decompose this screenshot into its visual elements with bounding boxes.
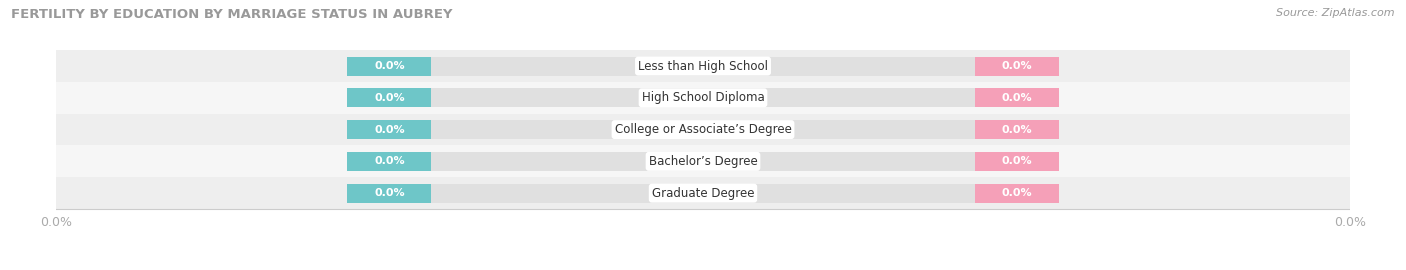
Bar — [347, 184, 432, 203]
Bar — [347, 88, 1059, 107]
Text: Less than High School: Less than High School — [638, 60, 768, 73]
Text: 0.0%: 0.0% — [374, 124, 405, 135]
Text: 0.0%: 0.0% — [374, 188, 405, 198]
Bar — [56, 114, 1350, 146]
Bar — [974, 120, 1059, 139]
Text: 0.0%: 0.0% — [374, 156, 405, 166]
Bar — [56, 50, 1350, 82]
Bar — [347, 56, 1059, 76]
Text: Bachelor’s Degree: Bachelor’s Degree — [648, 155, 758, 168]
Bar — [974, 184, 1059, 203]
Text: 0.0%: 0.0% — [1001, 61, 1032, 71]
Bar — [347, 184, 1059, 203]
Bar — [56, 146, 1350, 177]
Bar — [347, 152, 1059, 171]
Bar — [974, 56, 1059, 76]
Bar — [347, 152, 432, 171]
Bar — [56, 82, 1350, 114]
Bar — [347, 88, 432, 107]
Bar — [347, 120, 432, 139]
Bar — [974, 152, 1059, 171]
Bar — [347, 56, 432, 76]
Text: College or Associate’s Degree: College or Associate’s Degree — [614, 123, 792, 136]
Text: 0.0%: 0.0% — [1001, 93, 1032, 103]
Text: Source: ZipAtlas.com: Source: ZipAtlas.com — [1277, 8, 1395, 18]
Text: Graduate Degree: Graduate Degree — [652, 187, 754, 200]
Text: High School Diploma: High School Diploma — [641, 91, 765, 104]
Text: 0.0%: 0.0% — [1001, 124, 1032, 135]
Text: 0.0%: 0.0% — [374, 61, 405, 71]
Text: FERTILITY BY EDUCATION BY MARRIAGE STATUS IN AUBREY: FERTILITY BY EDUCATION BY MARRIAGE STATU… — [11, 8, 453, 21]
Bar — [347, 120, 1059, 139]
Bar — [974, 88, 1059, 107]
Text: 0.0%: 0.0% — [374, 93, 405, 103]
Text: 0.0%: 0.0% — [1001, 156, 1032, 166]
Text: 0.0%: 0.0% — [1001, 188, 1032, 198]
Bar — [56, 177, 1350, 209]
